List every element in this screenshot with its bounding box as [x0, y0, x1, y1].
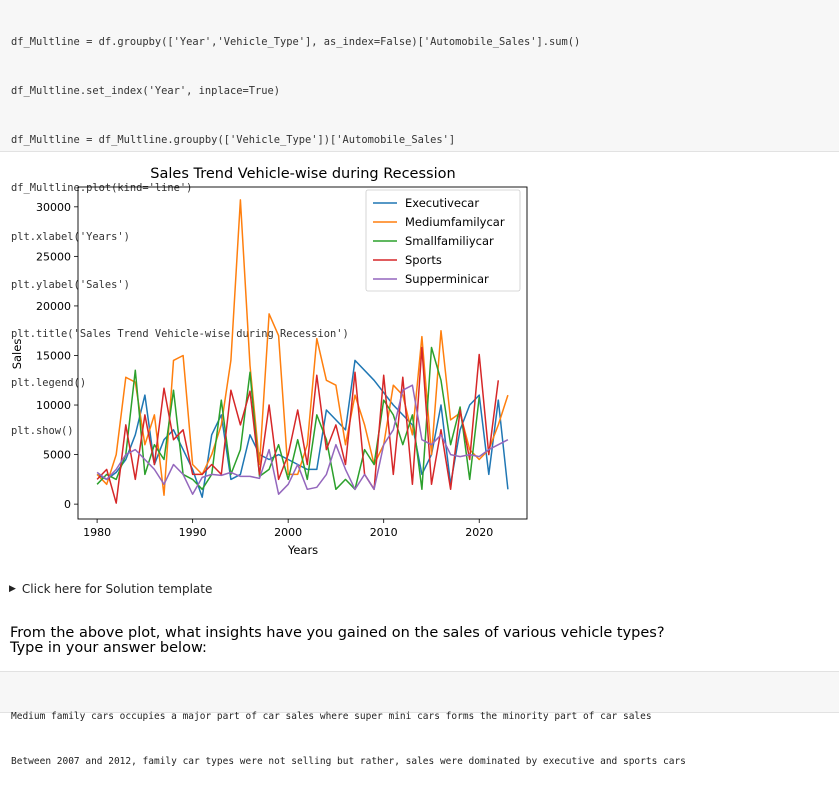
series-line-sports: [96, 346, 500, 504]
code-line: plt.legend(): [11, 376, 87, 389]
y-tick-label: 5000: [43, 449, 71, 462]
legend-label: Smallfamiliycar: [405, 234, 494, 248]
question-line: Type in your answer below:: [10, 640, 207, 656]
answer-line: Medium family cars occupies a major part…: [11, 711, 652, 722]
question-line: From the above plot, what insights have …: [10, 625, 665, 641]
y-tick-label: 15000: [36, 349, 71, 362]
code-line: df_Multline.plot(kind='line'): [11, 182, 193, 195]
series-line-executivecar: [96, 359, 509, 498]
line-chart: Sales Trend Vehicle-wise during Recessio…: [10, 166, 528, 557]
code-line: plt.title('Sales Trend Vehicle-wise duri…: [11, 327, 349, 340]
x-tick-label: 2000: [274, 526, 302, 539]
y-tick-label: 25000: [36, 250, 71, 263]
series-lines: [96, 199, 509, 504]
answer-cell[interactable]: Medium family cars occupies a major part…: [0, 671, 839, 767]
plot-output: Sales Trend Vehicle-wise during Recessio…: [0, 153, 560, 565]
y-tick-label: 20000: [36, 300, 71, 313]
legend-label: Mediumfamilycar: [405, 215, 505, 229]
code-cell[interactable]: df_Multline = df.groupby(['Year','Vehicl…: [0, 0, 839, 437]
plot-frame: [77, 186, 528, 520]
question-text: From the above plot, what insights have …: [10, 626, 665, 656]
legend-label: Sports: [405, 253, 442, 267]
legend-label: Executivecar: [405, 196, 479, 210]
y-tick-label: 30000: [36, 201, 71, 214]
answer-lines: Medium family cars occupies a major part…: [11, 679, 686, 799]
x-tick-label: 2020: [465, 526, 493, 539]
y-axis-label: Sales: [10, 339, 24, 370]
x-tick-label: 2010: [370, 526, 398, 539]
x-axis-label: Years: [287, 543, 318, 557]
x-tick-label: 1990: [179, 526, 207, 539]
axis-ticks: 1980 1990 2000 2010 2020 0 5000 10000 15000 20000…: [36, 201, 493, 539]
legend: Executivecar Mediumfamilycar Smallfamiliyc…: [365, 189, 521, 292]
y-tick-label: 0: [64, 498, 71, 511]
y-tick-label: 10000: [36, 399, 71, 412]
solution-toggle[interactable]: ▶ Click here for Solution template: [9, 582, 212, 596]
series-line-supperminicar: [96, 384, 509, 495]
code-lines: df_Multline = df.groupby(['Year','Vehicl…: [11, 2, 580, 472]
legend-label: Supperminicar: [405, 272, 489, 286]
answer-line: Between 2007 and 2012, family car types …: [11, 756, 686, 767]
x-tick-label: 1980: [83, 526, 111, 539]
disclosure-triangle-icon: ▶: [9, 584, 16, 594]
code-line: plt.show(): [11, 425, 74, 438]
solution-toggle-label: Click here for Solution template: [21, 582, 213, 596]
code-line: plt.xlabel('Years'): [11, 230, 130, 243]
legend-box: [365, 189, 521, 292]
code-line: df_Multline = df.groupby(['Year','Vehicl…: [11, 36, 581, 49]
code-line: df_Multline = df_Multline.groupby(['Vehi…: [11, 133, 456, 146]
chart-title: Sales Trend Vehicle-wise during Recessio…: [150, 166, 455, 182]
code-line: plt.ylabel('Sales'): [11, 279, 130, 292]
code-line: df_Multline.set_index('Year', inplace=Tr…: [11, 85, 280, 97]
